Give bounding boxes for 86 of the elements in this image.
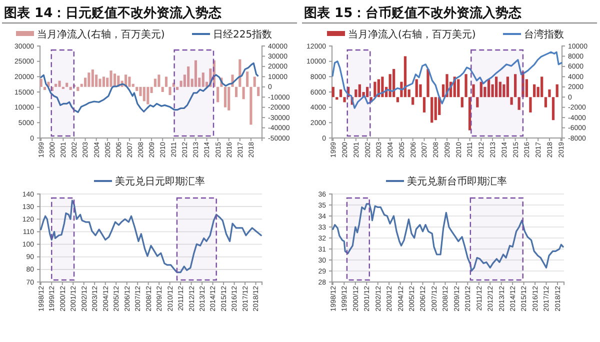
line-series <box>332 51 562 109</box>
bar <box>374 82 376 98</box>
legend-label: 日经225指数 <box>213 28 272 40</box>
bar <box>460 97 464 108</box>
line-series <box>332 203 564 272</box>
bar <box>161 86 164 92</box>
bar <box>164 76 168 87</box>
bar <box>343 97 346 102</box>
bar <box>246 72 249 87</box>
bar <box>212 60 216 87</box>
bar <box>430 97 434 123</box>
bar <box>43 86 46 90</box>
legend-label: 台湾指数 <box>524 28 564 40</box>
bar <box>91 70 94 87</box>
bar <box>40 78 42 87</box>
bar <box>422 97 426 112</box>
bar <box>50 86 54 91</box>
bar <box>510 97 513 105</box>
legend-label: 美元兑新台币即期汇率 <box>407 176 507 188</box>
bar <box>529 97 532 112</box>
bar <box>336 97 338 100</box>
bar <box>234 86 238 98</box>
bar <box>518 97 520 110</box>
bar <box>187 66 190 87</box>
bar <box>110 70 112 87</box>
bar <box>412 97 414 105</box>
bar <box>426 69 430 98</box>
bar <box>66 82 68 87</box>
bar <box>506 76 510 98</box>
bar <box>154 78 156 87</box>
bar <box>228 86 230 110</box>
bar <box>58 80 61 87</box>
bar <box>257 86 260 96</box>
bar <box>487 79 490 98</box>
bar <box>224 86 226 108</box>
bar <box>472 84 475 98</box>
bar <box>253 76 256 87</box>
bar <box>76 86 80 91</box>
bar <box>358 84 361 98</box>
legend-label: 当月净流入(右轴，百万美元) <box>348 28 476 40</box>
bar <box>250 86 252 125</box>
bar <box>238 59 242 87</box>
bar <box>176 86 179 90</box>
bar <box>476 97 479 108</box>
bar <box>146 86 150 104</box>
bar <box>540 76 544 98</box>
bar <box>544 97 548 108</box>
bar <box>533 84 536 98</box>
bar <box>457 79 460 98</box>
bar <box>98 78 102 87</box>
bar <box>168 86 172 96</box>
bar <box>464 74 468 98</box>
bar <box>381 76 384 98</box>
legend-label: 当月净流入(右轴，百万美元) <box>37 28 165 40</box>
bar <box>514 74 517 98</box>
bar <box>552 97 555 120</box>
bar <box>158 74 160 87</box>
bar <box>434 97 437 120</box>
bar <box>332 86 334 98</box>
bar <box>480 82 482 98</box>
bar <box>172 82 175 87</box>
bar <box>202 72 204 87</box>
bar <box>415 79 418 98</box>
bar <box>522 72 524 98</box>
bar <box>404 56 407 98</box>
bar <box>548 89 551 98</box>
bar <box>556 84 558 98</box>
chart-title: 图表 14：日元贬值不改外资流入势态 <box>4 5 223 21</box>
bar <box>339 89 342 98</box>
bar <box>494 76 498 98</box>
bar <box>142 86 146 102</box>
bar <box>366 86 369 98</box>
bar <box>69 86 72 90</box>
line-series <box>40 62 259 114</box>
bar <box>396 97 400 102</box>
line-series <box>40 200 262 274</box>
bar <box>216 86 220 102</box>
bar <box>242 86 245 100</box>
legend-label: 美元兑日元即期汇率 <box>115 176 205 188</box>
bar <box>88 72 90 87</box>
bar <box>468 97 472 130</box>
bar <box>194 60 198 87</box>
bar <box>102 76 106 87</box>
bar <box>128 76 131 87</box>
chart-title: 图表 15：台币贬值不改外资流入势态 <box>304 5 523 21</box>
bar <box>54 84 58 87</box>
